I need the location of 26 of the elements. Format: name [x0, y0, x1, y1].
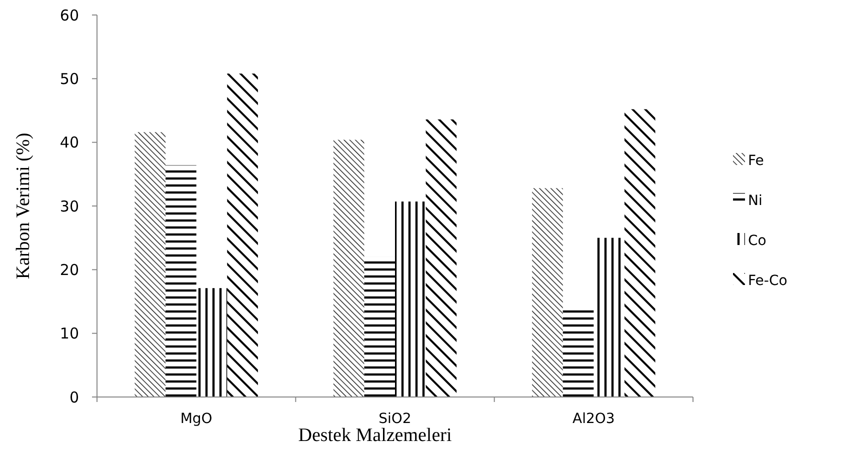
bar: [395, 202, 426, 397]
y-tick-label: 50: [60, 70, 79, 88]
legend-label: Co: [748, 232, 766, 249]
x-tick-label: SiO2: [378, 411, 412, 427]
legend-label: Fe-Co: [748, 272, 788, 289]
bar: [227, 74, 258, 397]
x-tick-label: Al2O3: [572, 411, 615, 427]
y-tick-label: 20: [60, 260, 79, 279]
x-axis-title: Destek Malzemeleri: [298, 425, 452, 446]
bar: [166, 165, 196, 397]
bar: [196, 288, 228, 397]
y-tick-label: 40: [60, 134, 79, 152]
bar: [532, 188, 563, 397]
bar: [364, 256, 395, 397]
y-axis-title: Karbon Verimi (%): [13, 132, 34, 280]
y-tick-label: 0: [69, 388, 79, 406]
bar: [426, 119, 457, 397]
y-tick-label: 60: [60, 6, 79, 24]
legend-label: Ni: [748, 192, 762, 209]
bar: [624, 109, 656, 397]
y-tick-label: 30: [60, 197, 79, 216]
bar: [333, 140, 364, 397]
x-tick-label: MgO: [180, 411, 212, 427]
bar: [134, 132, 166, 397]
y-tick-label: 10: [60, 324, 79, 343]
legend-label: Fe: [748, 152, 764, 169]
